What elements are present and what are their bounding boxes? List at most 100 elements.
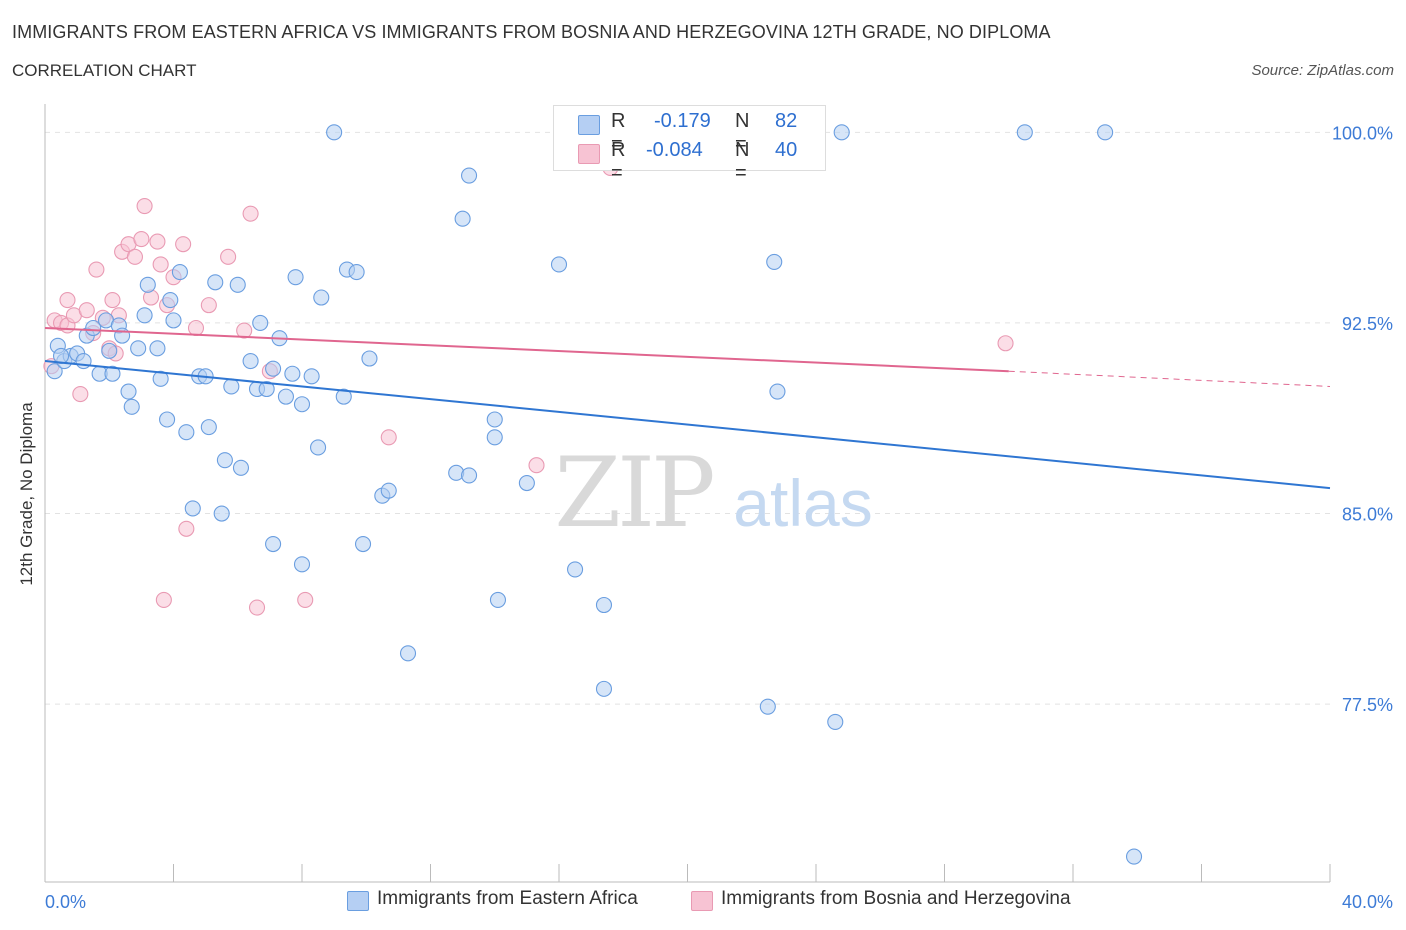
- pink-point: [126, 248, 143, 265]
- blue-point: [567, 561, 584, 578]
- blue-point: [833, 124, 850, 141]
- trend-line-pink: [44, 327, 1009, 373]
- blue-point: [486, 429, 503, 446]
- pink-point: [104, 292, 121, 309]
- blue-point: [1016, 124, 1033, 141]
- blue-point: [361, 350, 378, 367]
- blue-point: [1097, 124, 1114, 141]
- pink-point: [155, 591, 172, 608]
- y-tick-label: 77.5%: [1342, 695, 1393, 715]
- pink-swatch: [578, 144, 600, 164]
- pink-point: [72, 386, 89, 403]
- blue-point: [207, 274, 224, 291]
- watermark: ZIP atlas: [554, 437, 872, 549]
- blue-swatch: [347, 891, 369, 911]
- blue-point: [348, 264, 365, 281]
- chart-title: IMMIGRANTS FROM EASTERN AFRICA VS IMMIGR…: [12, 22, 1051, 42]
- series-blue-points: [46, 124, 1143, 865]
- blue-point: [46, 363, 63, 380]
- y-tick-label: 100.0%: [1332, 123, 1393, 143]
- blue-point: [284, 365, 301, 382]
- trend-line-pink-extension: [1008, 370, 1331, 387]
- blue-point: [252, 314, 269, 331]
- pink-point: [178, 520, 195, 537]
- blue-point: [303, 368, 320, 385]
- y-axis-label: 12th Grade, No Diploma: [17, 402, 36, 586]
- blue-point: [184, 500, 201, 517]
- n-value: 82: [775, 110, 798, 132]
- blue-point: [287, 269, 304, 286]
- pink-point: [997, 335, 1014, 352]
- blue-point: [595, 680, 613, 697]
- pink-swatch: [691, 891, 713, 911]
- blue-swatch: [578, 115, 600, 135]
- blue-point: [123, 398, 140, 415]
- blue-point: [518, 474, 535, 492]
- blue-point: [159, 411, 176, 428]
- y-tick-label: 92.5%: [1342, 314, 1393, 334]
- blue-point: [232, 459, 250, 476]
- blue-point: [454, 210, 471, 227]
- blue-point: [200, 419, 217, 436]
- pink-point: [149, 233, 166, 250]
- blue-point: [136, 307, 153, 324]
- blue-point: [265, 535, 282, 553]
- blue-point: [766, 253, 783, 270]
- r-value: -0.179: [654, 110, 711, 132]
- blue-point: [326, 124, 343, 141]
- blue-point: [293, 556, 311, 573]
- pink-point: [242, 205, 259, 222]
- blue-point: [85, 319, 102, 337]
- blue-point: [1125, 848, 1143, 865]
- blue-point: [313, 289, 330, 306]
- tick-labels: 77.5% 85.0% 92.5% 100.0% 0.0% 40.0% 12th Grade…: [17, 123, 1393, 912]
- blue-point: [277, 388, 294, 405]
- blue-point: [162, 292, 179, 309]
- pink-point: [133, 231, 150, 248]
- blue-point: [139, 276, 156, 293]
- blue-point: [399, 645, 417, 662]
- y-tick-label: 85.0%: [1342, 505, 1393, 525]
- stats-legend: R = -0.179 N = 82 R = -0.084 N = 40: [553, 105, 826, 184]
- blue-point: [460, 167, 478, 184]
- source-label: Source: ZipAtlas.com: [1251, 62, 1394, 79]
- pink-point: [187, 319, 205, 337]
- pink-point: [175, 236, 192, 253]
- pink-point: [248, 599, 266, 616]
- legend-label: Immigrants from Bosnia and Herzegovina: [721, 888, 1071, 909]
- blue-point: [759, 698, 776, 715]
- n-value: 40: [775, 139, 798, 161]
- trend-line-blue: [44, 360, 1331, 490]
- r-value: -0.084: [646, 139, 703, 161]
- blue-point: [354, 535, 372, 553]
- blue-point: [223, 378, 240, 395]
- pink-point: [59, 292, 76, 309]
- blue-point: [310, 439, 327, 456]
- chart-subtitle: CORRELATION CHART: [12, 61, 197, 80]
- grid-lines: [45, 131, 1330, 705]
- pink-point: [200, 297, 217, 314]
- pink-point: [152, 256, 169, 273]
- blue-point: [216, 452, 233, 469]
- blue-point: [152, 370, 169, 387]
- blue-point: [489, 591, 507, 608]
- blue-point: [229, 276, 246, 293]
- pink-point: [380, 429, 397, 446]
- blue-point: [265, 360, 282, 377]
- blue-point: [258, 380, 275, 398]
- x-tick-label: 0.0%: [45, 892, 86, 912]
- blue-point: [486, 411, 503, 428]
- pink-point: [88, 261, 105, 278]
- blue-point: [171, 264, 188, 281]
- pink-point: [78, 302, 95, 319]
- blue-point: [293, 396, 311, 413]
- blue-point: [130, 340, 147, 357]
- blue-point: [101, 342, 118, 359]
- legend-label: Immigrants from Eastern Africa: [377, 888, 638, 909]
- axes: [44, 104, 1331, 883]
- blue-point: [104, 365, 121, 382]
- blue-point: [827, 713, 844, 730]
- pink-point: [528, 457, 545, 474]
- blue-point: [213, 505, 230, 522]
